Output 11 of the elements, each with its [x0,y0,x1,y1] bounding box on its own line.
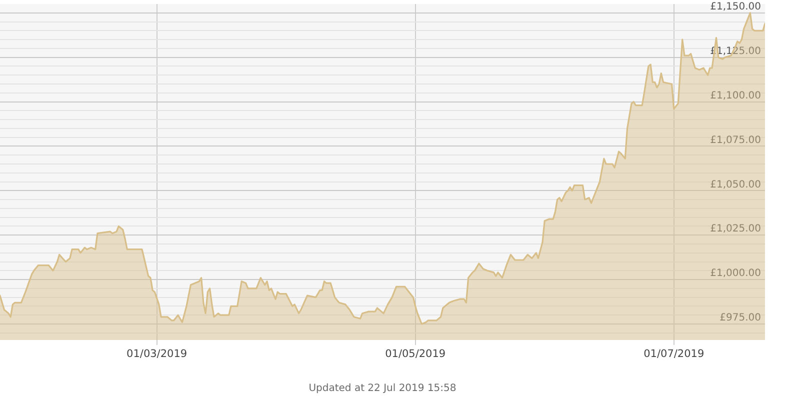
y-tick-label: £1,025.00 [710,224,761,235]
y-tick-label: £1,075.00 [710,134,761,146]
text: Updated at 22 Jul 2019 15:58 [308,383,458,395]
x-tick-label: 01/03/2019 [126,348,188,360]
x-tick-label: 01/05/2019 [385,348,446,360]
y-tick-label: £1,150.00 [710,1,761,12]
x-tick-label: 01/07/2019 [644,348,704,360]
y-tick-label: £1,050.00 [710,179,761,190]
y-tick-label: £1,000.00 [710,268,761,280]
y-tick-label: £1,100.00 [710,90,761,102]
y-tick-label: £975.00 [720,312,761,324]
